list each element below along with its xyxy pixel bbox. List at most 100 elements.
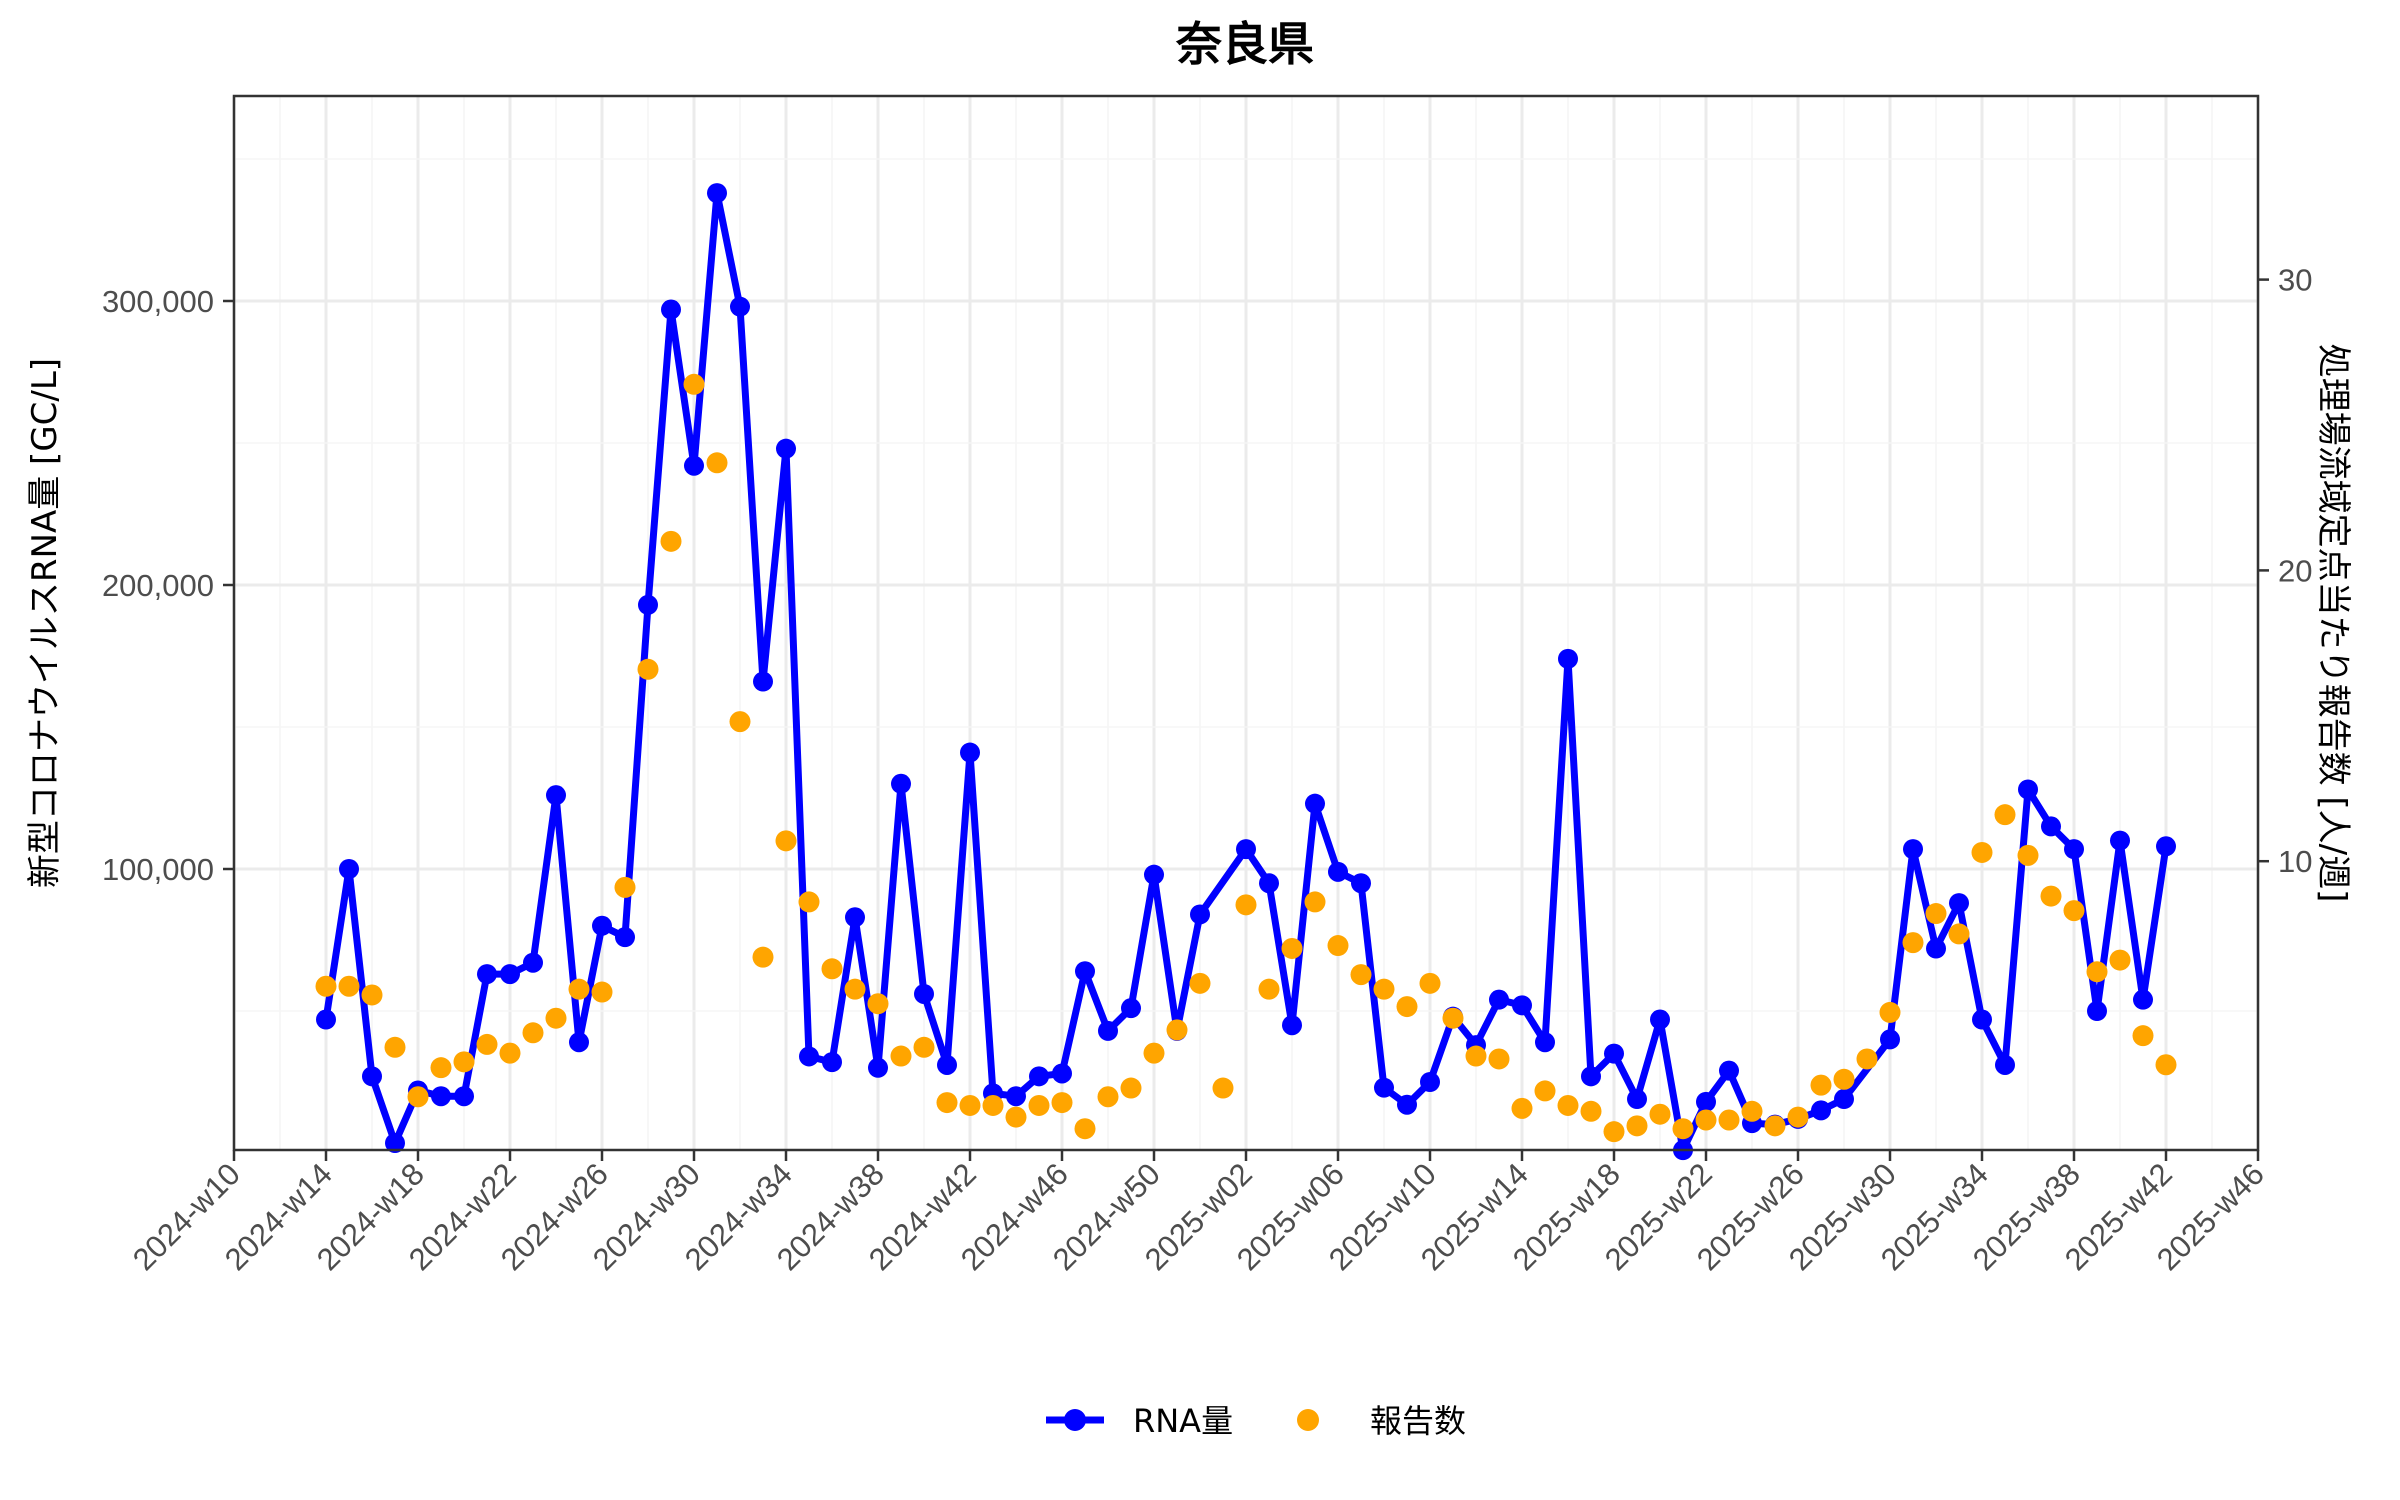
report-point bbox=[890, 1045, 912, 1067]
report-point bbox=[2132, 1025, 2154, 1047]
rna-point bbox=[1581, 1066, 1601, 1087]
y-left-axis-title: 新型コロナウイルスRNA量 [GC/L] bbox=[25, 358, 65, 888]
report-point bbox=[1534, 1080, 1556, 1102]
rna-point bbox=[1811, 1100, 1831, 1121]
rna-point bbox=[1880, 1029, 1900, 1050]
report-point bbox=[2109, 949, 2131, 971]
report-point bbox=[1948, 923, 1970, 945]
report-point bbox=[775, 830, 797, 852]
report-point bbox=[1281, 937, 1303, 959]
rna-point bbox=[569, 1032, 589, 1053]
legend-rna-label: RNA量 bbox=[1133, 1402, 1233, 1440]
report-point bbox=[637, 658, 659, 680]
rna-point bbox=[500, 964, 520, 985]
report-point bbox=[1465, 1045, 1487, 1067]
report-point bbox=[522, 1022, 544, 1044]
report-point bbox=[1971, 841, 1993, 863]
rna-point bbox=[776, 438, 796, 459]
legend-report-point-icon bbox=[1297, 1409, 1319, 1431]
rna-point bbox=[1926, 938, 1946, 959]
report-point bbox=[568, 978, 590, 1000]
chart-title: 奈良県 bbox=[1175, 17, 1314, 71]
report-point bbox=[1373, 978, 1395, 1000]
report-point bbox=[936, 1092, 958, 1114]
report-point bbox=[361, 984, 383, 1006]
rna-point bbox=[2064, 839, 2084, 860]
y-right-tick-label: 20 bbox=[2278, 553, 2312, 588]
rna-point bbox=[523, 952, 543, 973]
report-point bbox=[1051, 1092, 1073, 1114]
rna-point bbox=[1995, 1054, 2015, 1075]
report-point bbox=[1327, 935, 1349, 957]
rna-point bbox=[1006, 1086, 1026, 1107]
report-point bbox=[867, 993, 889, 1015]
report-point bbox=[1557, 1094, 1579, 1116]
legend-item-report: 報告数 bbox=[1297, 1402, 1466, 1440]
rna-point bbox=[1604, 1043, 1624, 1064]
rna-point bbox=[1489, 989, 1509, 1010]
legend-rna-point-icon bbox=[1064, 1409, 1086, 1431]
report-point bbox=[1695, 1109, 1717, 1131]
rna-point bbox=[477, 964, 497, 985]
rna-point bbox=[799, 1046, 819, 1067]
report-point bbox=[1419, 972, 1441, 994]
rna-point bbox=[937, 1054, 957, 1075]
report-point bbox=[660, 530, 682, 552]
report-point bbox=[545, 1007, 567, 1029]
y-right-axis: 10 20 30 bbox=[2258, 263, 2312, 879]
report-point bbox=[844, 978, 866, 1000]
report-point bbox=[1120, 1077, 1142, 1099]
report-point bbox=[1580, 1100, 1602, 1122]
report-point bbox=[1925, 903, 1947, 925]
report-point bbox=[2155, 1054, 2177, 1076]
rna-point bbox=[1719, 1060, 1739, 1081]
rna-point bbox=[638, 594, 658, 615]
y-left-tick-label: 300,000 bbox=[102, 284, 214, 319]
report-point bbox=[1672, 1118, 1694, 1140]
y-left-axis: 100,000 200,000 300,000 bbox=[102, 284, 234, 887]
report-point bbox=[1902, 932, 1924, 954]
grid bbox=[232, 96, 2260, 1150]
x-axis: 2024-w102024-w142024-w182024-w222024-w26… bbox=[126, 1150, 2271, 1277]
report-point bbox=[1833, 1068, 1855, 1090]
report-point bbox=[1258, 978, 1280, 1000]
rna-point bbox=[730, 296, 750, 317]
report-point bbox=[1603, 1121, 1625, 1143]
report-point bbox=[430, 1057, 452, 1079]
rna-point bbox=[2087, 1001, 2107, 1021]
rna-point bbox=[431, 1086, 451, 1107]
rna-point bbox=[1144, 864, 1164, 885]
rna-series bbox=[316, 183, 2176, 1161]
legend-item-rna: RNA量 bbox=[1046, 1402, 1233, 1440]
rna-point bbox=[1374, 1077, 1394, 1098]
rna-point bbox=[1190, 904, 1210, 925]
rna-point bbox=[1558, 648, 1578, 669]
report-point bbox=[499, 1042, 521, 1064]
report-point bbox=[591, 981, 613, 1003]
rna-point bbox=[845, 907, 865, 928]
rna-point bbox=[914, 983, 934, 1004]
rna-point bbox=[2018, 779, 2038, 800]
report-point bbox=[2086, 961, 2108, 983]
rna-point bbox=[2133, 989, 2153, 1010]
rna-point bbox=[316, 1009, 336, 1030]
report-point bbox=[407, 1086, 429, 1108]
rna-point bbox=[1512, 995, 1532, 1016]
rna-point bbox=[868, 1057, 888, 1078]
rna-point bbox=[1098, 1020, 1118, 1041]
y-right-axis-title: 処理場流域定点当たり報告数 [人/週] bbox=[2313, 344, 2353, 903]
report-point bbox=[959, 1094, 981, 1116]
rna-point bbox=[339, 859, 359, 879]
rna-point bbox=[1236, 839, 1256, 860]
rna-point bbox=[684, 455, 704, 476]
rna-point bbox=[362, 1066, 382, 1087]
rna-point bbox=[1696, 1091, 1716, 1112]
rna-point bbox=[661, 299, 681, 320]
rna-point bbox=[1029, 1066, 1049, 1087]
report-point bbox=[1442, 1007, 1464, 1029]
report-point bbox=[913, 1036, 935, 1058]
rna-point bbox=[1121, 998, 1141, 1019]
report-point bbox=[1143, 1042, 1165, 1064]
report-point bbox=[1511, 1097, 1533, 1119]
